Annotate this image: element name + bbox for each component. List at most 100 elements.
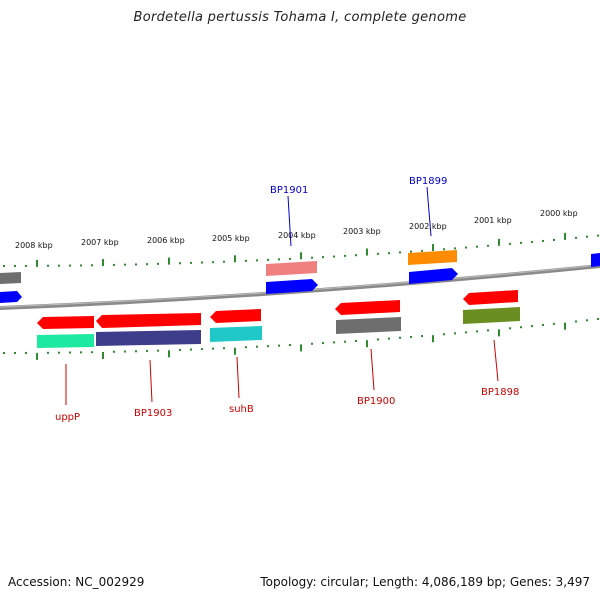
minor-tick: [399, 251, 401, 254]
BP1900-grey[interactable]: [336, 317, 401, 334]
label-leaders: [65, 186, 499, 405]
major-tick: [300, 344, 302, 352]
uppP-red[interactable]: [37, 316, 94, 329]
minor-tick: [421, 249, 423, 252]
BP1901-feature[interactable]: [266, 279, 318, 294]
minor-tick: [454, 247, 456, 250]
major-tick: [498, 238, 500, 246]
major-tick: [234, 347, 236, 355]
gene-label-bp1898[interactable]: BP1898: [481, 387, 519, 398]
scale-label: 2004 kbp: [278, 231, 316, 240]
minor-tick: [113, 263, 115, 266]
minor-tick: [399, 336, 401, 339]
BP1899-feature[interactable]: [409, 268, 458, 284]
minor-tick: [311, 256, 313, 259]
minor-tick: [14, 351, 16, 354]
suhB-red[interactable]: [210, 309, 261, 323]
gene-label-bp1903[interactable]: BP1903: [134, 408, 172, 419]
minor-tick: [201, 348, 203, 351]
gene-label-uppp[interactable]: uppP: [55, 412, 80, 423]
minor-tick: [531, 240, 533, 243]
minor-tick: [69, 264, 71, 267]
scale-label: 2003 kbp: [343, 227, 381, 236]
major-tick: [168, 257, 170, 265]
minor-tick: [58, 264, 60, 267]
major-tick: [36, 259, 38, 267]
major-tick: [36, 352, 38, 360]
minor-tick: [575, 236, 577, 239]
BP1903-red[interactable]: [96, 313, 201, 328]
blue-feature-right[interactable]: [591, 253, 600, 267]
gene-label-bp1900[interactable]: BP1900: [357, 396, 395, 407]
minor-tick: [91, 351, 93, 354]
minor-tick: [311, 342, 313, 345]
scale-label: 2006 kbp: [147, 236, 185, 245]
major-tick: [168, 350, 170, 358]
orange-feature[interactable]: [408, 250, 457, 265]
BP1898-red[interactable]: [463, 290, 518, 305]
accession-text: Accession: NC_002929: [8, 575, 145, 589]
major-tick: [432, 244, 434, 252]
scale-label: 2005 kbp: [212, 234, 250, 243]
major-tick: [366, 248, 368, 256]
map-title: Bordetella pertussis Tohama I, complete …: [133, 10, 467, 25]
minor-tick: [377, 338, 379, 341]
grey-feature-left[interactable]: [0, 272, 21, 284]
minor-tick: [58, 351, 60, 354]
minor-tick: [135, 263, 137, 266]
minor-tick: [223, 260, 225, 263]
minor-tick: [421, 335, 423, 338]
BP1903-navy[interactable]: [96, 330, 201, 346]
minor-tick: [157, 349, 159, 352]
minor-tick: [190, 348, 192, 351]
BP1898-olive[interactable]: [463, 307, 520, 324]
gene-label-suhb[interactable]: suhB: [229, 404, 254, 415]
BP1900-red[interactable]: [335, 300, 400, 315]
major-tick: [102, 259, 104, 267]
minor-tick: [443, 333, 445, 336]
minor-tick: [179, 348, 181, 351]
minor-tick: [14, 264, 16, 267]
minor-tick: [113, 350, 115, 353]
minor-tick: [212, 261, 214, 264]
minor-tick: [289, 257, 291, 260]
suhB-teal[interactable]: [210, 326, 262, 342]
pink-feature[interactable]: [266, 261, 317, 276]
outer-features: [0, 250, 600, 303]
minor-tick: [531, 325, 533, 328]
minor-tick: [278, 344, 280, 347]
minor-tick: [245, 259, 247, 262]
minor-tick: [256, 345, 258, 348]
minor-tick: [487, 329, 489, 332]
minor-tick: [465, 246, 467, 249]
minor-tick: [212, 347, 214, 350]
blue-feature-left[interactable]: [0, 291, 22, 303]
minor-tick: [410, 250, 412, 253]
genome-stats-text: Topology: circular; Length: 4,086,189 bp…: [260, 575, 590, 589]
minor-tick: [179, 262, 181, 265]
minor-tick: [223, 347, 225, 350]
minor-tick: [388, 337, 390, 340]
uppP-green[interactable]: [37, 334, 94, 348]
minor-tick: [124, 350, 126, 353]
scale-label: 2007 kbp: [81, 238, 119, 247]
major-tick: [102, 351, 104, 359]
minor-tick: [25, 264, 27, 267]
gene-label-bp1899[interactable]: BP1899: [409, 176, 447, 187]
minor-tick: [597, 234, 599, 237]
minor-tick: [586, 235, 588, 238]
major-tick: [234, 255, 236, 263]
gene-label-bp1901[interactable]: BP1901: [270, 185, 308, 196]
scale-label: 2008 kbp: [15, 241, 53, 250]
minor-tick: [146, 263, 148, 266]
minor-tick: [267, 345, 269, 348]
minor-tick: [377, 252, 379, 255]
minor-tick: [333, 255, 335, 258]
minor-tick: [256, 259, 258, 262]
minor-tick: [520, 241, 522, 244]
minor-tick: [91, 264, 93, 267]
minor-tick: [443, 248, 445, 251]
scale-labels: 2008 kbp 2007 kbp 2006 kbp 2005 kbp 2004…: [15, 209, 578, 250]
minor-tick: [135, 350, 137, 353]
minor-tick: [333, 341, 335, 344]
